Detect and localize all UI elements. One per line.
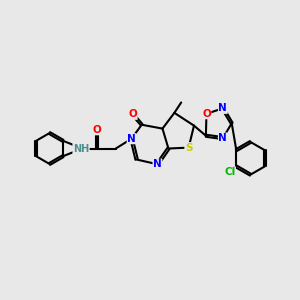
Text: N: N: [218, 133, 227, 143]
Text: N: N: [218, 103, 227, 113]
Text: N: N: [127, 134, 136, 144]
Text: NH: NH: [73, 143, 89, 154]
Text: O: O: [202, 109, 211, 119]
Text: O: O: [128, 109, 137, 119]
Text: S: S: [185, 142, 192, 153]
Text: N: N: [153, 159, 162, 169]
Text: Cl: Cl: [224, 167, 236, 177]
Text: O: O: [93, 125, 101, 135]
